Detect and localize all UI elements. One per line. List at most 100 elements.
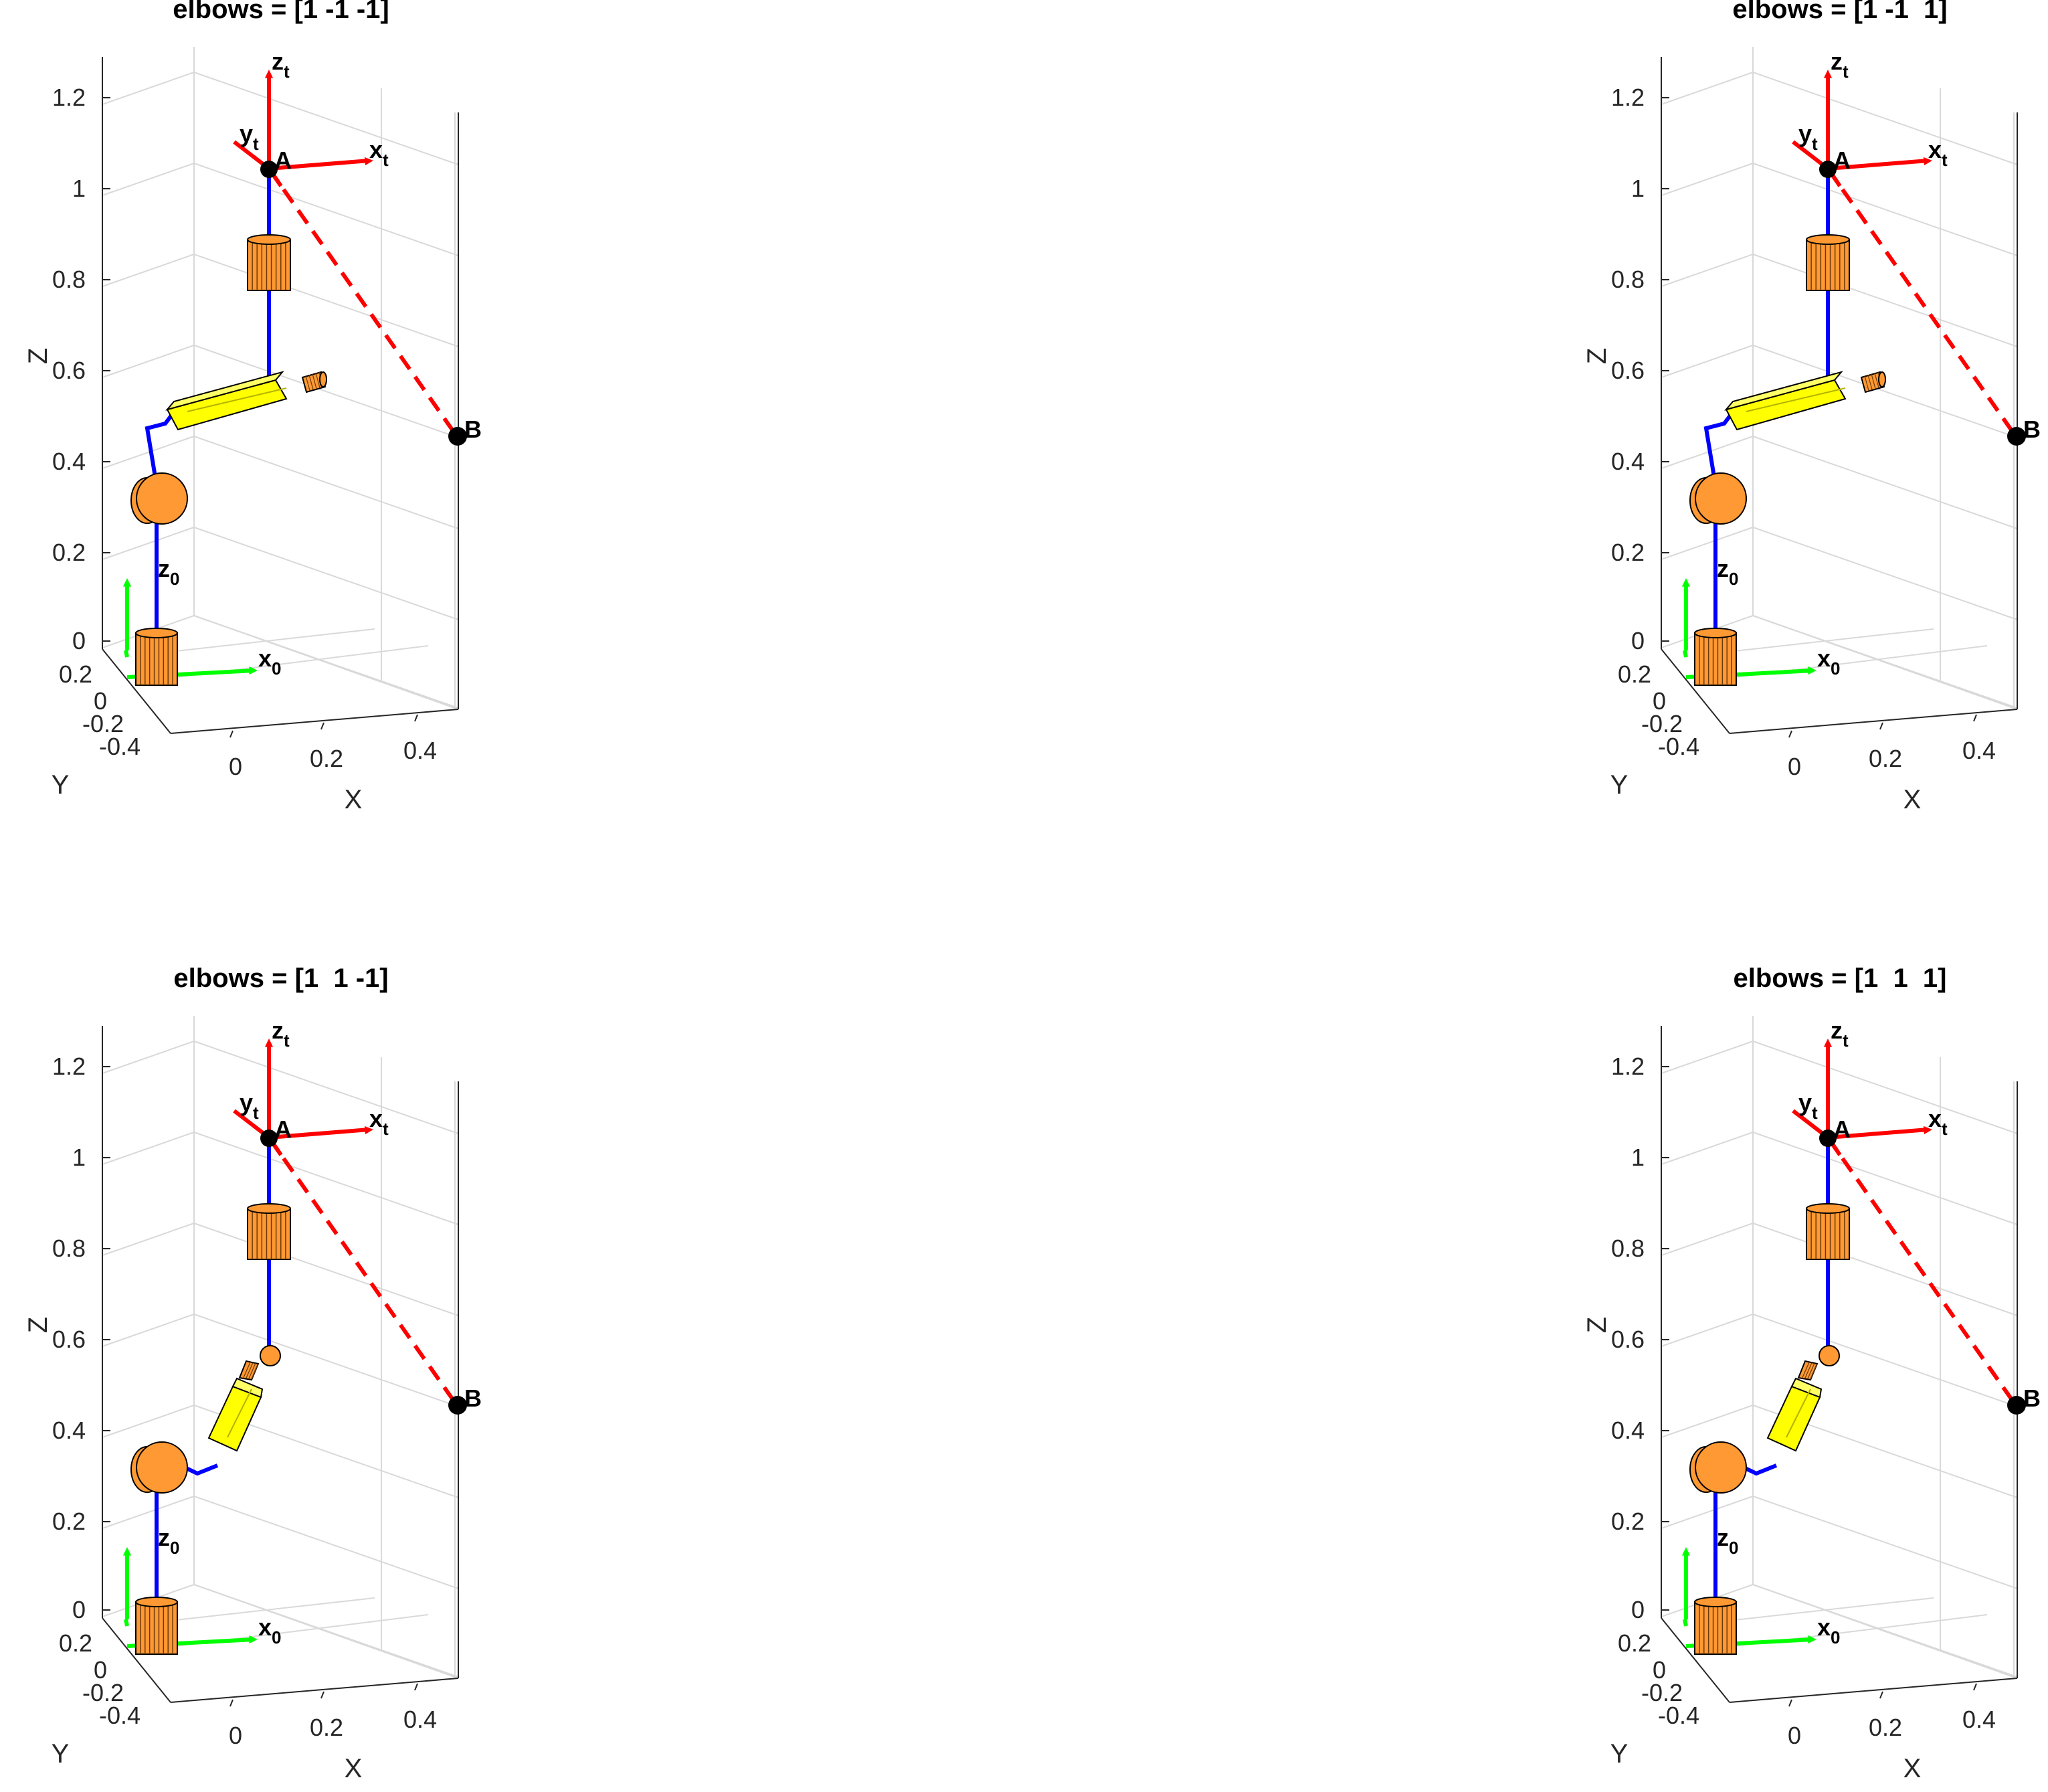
x-axis-line <box>170 709 459 734</box>
grid-line <box>193 163 459 256</box>
panel-title: elbows = [1 1 1] <box>1733 964 1947 993</box>
x-tick-mark <box>1788 730 1792 738</box>
grid-line <box>1722 1597 1934 1622</box>
axes-box <box>1661 57 2018 738</box>
wrist-joint-icon <box>247 1203 291 1260</box>
y-axis-line <box>1661 1617 1730 1703</box>
prismatic-joint-icon <box>1766 1377 1823 1452</box>
point-a-marker <box>1819 1130 1837 1147</box>
grid-line <box>1752 615 2018 710</box>
x-tick-mark <box>1879 722 1883 730</box>
grid-line <box>1661 1041 1754 1074</box>
grid-line <box>1661 527 1754 560</box>
grid-line <box>1661 1405 1754 1438</box>
zt-arrowhead <box>1823 1039 1833 1047</box>
robot-plot: 1.210.80.60.40.200.20-0.2-0.40 0.2 0.4ZY Xz… <box>1582 1016 2041 1783</box>
grid-line <box>102 1405 195 1438</box>
z-tick-label: 0 <box>72 1596 86 1623</box>
link-2 <box>145 409 177 486</box>
grid-line <box>1752 1584 2018 1679</box>
z0-label: z0 <box>1717 1524 1738 1558</box>
x0-label: x0 <box>258 644 282 679</box>
wrist-joint-icon <box>247 234 291 291</box>
grid-line <box>102 1041 195 1074</box>
zt-label: zt <box>272 48 290 82</box>
grid-line <box>1722 628 1934 653</box>
path-a-to-b <box>1826 1136 2016 1404</box>
z-tick-label: 0.6 <box>1611 1326 1645 1353</box>
zt-label: zt <box>1831 48 1849 82</box>
z-tick-label: 1 <box>72 175 86 202</box>
z-tick-label: 0.4 <box>52 1417 86 1444</box>
prismatic-joint-icon <box>165 371 288 431</box>
base-joint-icon <box>1694 1597 1737 1655</box>
z-tick-label: 1.2 <box>1611 1053 1645 1080</box>
y-axis-line <box>102 1617 171 1703</box>
y-tick-label: 0.2 <box>59 660 92 688</box>
x-tick-mark <box>229 1699 234 1707</box>
elbow-joint-icon <box>1797 1345 1840 1381</box>
z-axis-label: Z <box>23 348 53 364</box>
point-b-label: B <box>464 416 482 443</box>
panel-title: elbows = [1 -1 -1] <box>173 0 389 24</box>
grid-line <box>102 72 195 105</box>
point-b-marker <box>448 1396 467 1415</box>
point-a-label: A <box>1833 1115 1851 1143</box>
panel-title: elbows = [1 1 -1] <box>173 964 389 993</box>
link-2 <box>1703 409 1736 486</box>
plot-grid <box>1661 47 2018 710</box>
x-tick-label: 0.4 <box>1962 737 1996 764</box>
y0-axis <box>1683 1619 1688 1627</box>
wrist-joint-icon <box>1806 1203 1850 1260</box>
path-a-to-b <box>267 167 457 435</box>
zt-arrowhead <box>264 1039 274 1047</box>
base-joint-icon <box>135 1597 178 1655</box>
grid-line <box>1752 1314 2018 1407</box>
y-tick-label: -0.2 <box>82 710 124 737</box>
grid-line <box>193 72 459 165</box>
x-tick-mark <box>1788 1699 1792 1707</box>
y-tick-label: 0 <box>94 1656 107 1684</box>
x-tick-label: 0 <box>229 753 242 780</box>
y-tick-label: -0.4 <box>1658 733 1699 760</box>
z-tick-label: 1.2 <box>52 1053 86 1080</box>
xt-axis <box>268 1128 370 1140</box>
y-tick-label: 0.2 <box>59 1629 92 1657</box>
x-tick-mark <box>1879 1691 1883 1699</box>
x-tick-mark <box>1973 714 1977 722</box>
x-axis-line <box>1729 709 2018 734</box>
xt-axis <box>1827 1128 1929 1140</box>
y-tick-label: 0 <box>1653 1656 1666 1684</box>
z-tick-label: 1.2 <box>1611 84 1645 111</box>
z-tick-label: 1.2 <box>52 84 86 111</box>
xt-label: xt <box>369 136 389 170</box>
grid-line <box>1661 1314 1754 1347</box>
z-tick-label: 0.4 <box>1611 448 1645 475</box>
y0-axis <box>1683 650 1688 658</box>
z0-label: z0 <box>1717 555 1738 589</box>
grid-line <box>1752 527 2018 620</box>
grid-line <box>193 1223 459 1316</box>
plot-grid <box>1661 1016 2018 1679</box>
y-tick-label: -0.4 <box>99 1702 141 1729</box>
robot-plot: 1.210.80.60.40.200.20-0.2-0.40 0.2 0.4ZY Xz… <box>23 1016 482 1783</box>
z0-arrowhead <box>122 1547 132 1556</box>
grid-line <box>1661 163 1754 196</box>
point-a-label: A <box>274 147 292 174</box>
y-axis-line <box>1661 648 1730 734</box>
x-tick-mark <box>320 722 324 730</box>
grid-line <box>133 645 429 683</box>
z0-label: z0 <box>158 555 179 589</box>
y-tick-label: 0 <box>94 687 107 715</box>
xt-arrowhead <box>1923 1126 1932 1135</box>
z0-arrowhead <box>1681 1547 1691 1556</box>
axes-box <box>102 1026 459 1707</box>
grid-line <box>1752 1496 2018 1589</box>
x-tick-label: 0.2 <box>310 745 343 772</box>
grid-line <box>163 1597 375 1622</box>
x-axis-label: X <box>345 1754 363 1783</box>
z-tick-label: 0.6 <box>1611 357 1645 384</box>
x-tick-mark <box>320 1691 324 1699</box>
x-tick-label: 0 <box>1788 753 1801 780</box>
elbow-joint-icon <box>301 371 327 393</box>
